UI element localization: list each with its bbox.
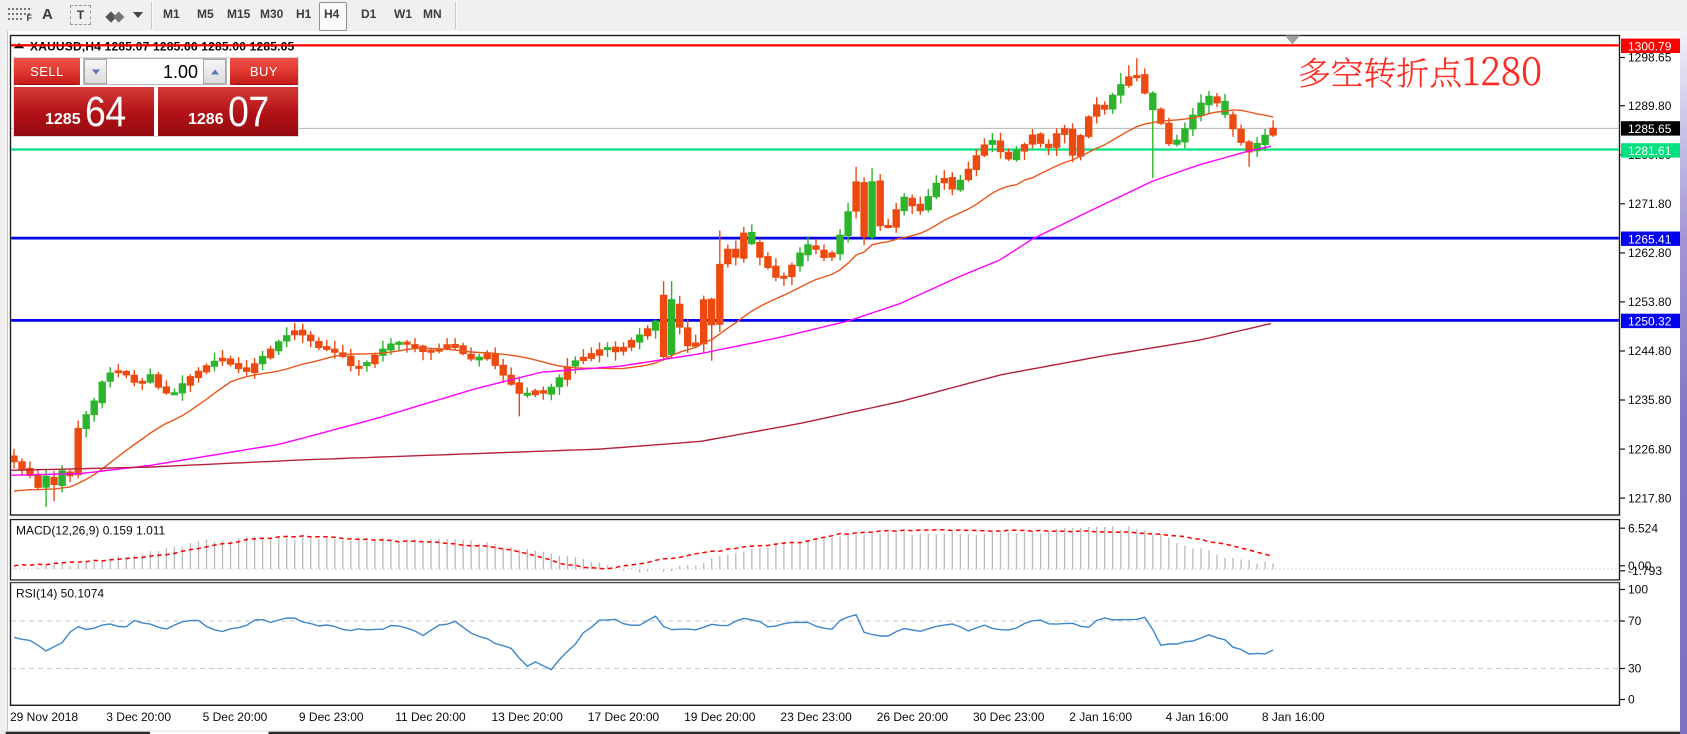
svg-text:9 Dec 23:00: 9 Dec 23:00 (299, 710, 364, 724)
svg-text:1285.65: 1285.65 (1628, 122, 1672, 136)
svg-text:30: 30 (1628, 662, 1642, 676)
svg-text:1253.80: 1253.80 (1628, 295, 1672, 309)
svg-text:4 Jan 16:00: 4 Jan 16:00 (1166, 710, 1229, 724)
svg-text:1300.79: 1300.79 (1628, 39, 1672, 53)
svg-text:1271.80: 1271.80 (1628, 197, 1672, 211)
svg-text:13 Dec 20:00: 13 Dec 20:00 (492, 710, 564, 724)
svg-text:-1.793: -1.793 (1628, 564, 1662, 578)
svg-text:0.00: 0.00 (1628, 559, 1652, 573)
svg-text:RSI(14) 50.1074: RSI(14) 50.1074 (16, 587, 104, 601)
svg-text:1262.80: 1262.80 (1628, 246, 1672, 260)
svg-text:1250.32: 1250.32 (1628, 315, 1672, 329)
svg-text:30 Dec 23:00: 30 Dec 23:00 (973, 710, 1045, 724)
svg-text:1281.61: 1281.61 (1628, 144, 1672, 158)
svg-text:1244.80: 1244.80 (1628, 344, 1672, 358)
svg-text:23 Dec 23:00: 23 Dec 23:00 (780, 710, 852, 724)
svg-text:26 Dec 20:00: 26 Dec 20:00 (877, 710, 949, 724)
svg-text:8 Jan 16:00: 8 Jan 16:00 (1262, 710, 1325, 724)
svg-text:1217.80: 1217.80 (1628, 491, 1672, 505)
svg-text:6.524: 6.524 (1628, 521, 1658, 535)
svg-text:1265.41: 1265.41 (1628, 232, 1672, 246)
svg-text:1226.80: 1226.80 (1628, 442, 1672, 456)
svg-text:1289.80: 1289.80 (1628, 99, 1672, 113)
svg-text:29 Nov 2018: 29 Nov 2018 (10, 710, 78, 724)
svg-text:17 Dec 20:00: 17 Dec 20:00 (588, 710, 660, 724)
svg-text:19 Dec 20:00: 19 Dec 20:00 (684, 710, 756, 724)
svg-text:5 Dec 20:00: 5 Dec 20:00 (203, 710, 268, 724)
svg-text:11 Dec 20:00: 11 Dec 20:00 (395, 710, 466, 724)
svg-text:1298.65: 1298.65 (1628, 51, 1672, 65)
svg-text:70: 70 (1628, 614, 1642, 628)
svg-text:1235.80: 1235.80 (1628, 393, 1672, 407)
svg-text:MACD(12,26,9) 0.159 1.011: MACD(12,26,9) 0.159 1.011 (16, 524, 166, 538)
svg-text:2 Jan 16:00: 2 Jan 16:00 (1069, 710, 1132, 724)
svg-text:XAUUSD,H4 1285.07 1285.66 128: XAUUSD,H4 1285.07 1285.66 1285.00 1285.6… (30, 40, 295, 54)
svg-text:100: 100 (1628, 583, 1648, 597)
svg-text:0: 0 (1628, 693, 1635, 707)
svg-text:3 Dec 20:00: 3 Dec 20:00 (106, 710, 171, 724)
